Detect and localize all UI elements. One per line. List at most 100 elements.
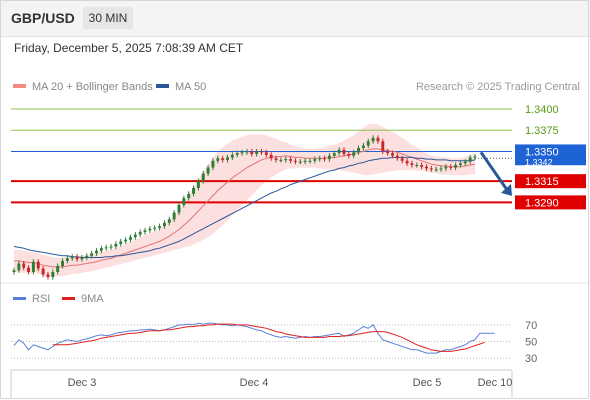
legend-ma20-label: MA 20 + Bollinger Bands [32, 81, 153, 93]
forecast-arrow-head [501, 183, 512, 196]
candle-body [36, 261, 40, 269]
candle-body [473, 156, 477, 158]
bollinger-band [14, 123, 475, 277]
x-tick-label: Dec 4 [240, 377, 269, 389]
candle-body [327, 155, 331, 160]
x-tick-label: Dec 10 [478, 377, 513, 389]
candle-body [167, 219, 171, 223]
candle-body [114, 243, 118, 247]
candle-body [17, 263, 21, 271]
candle-body [323, 158, 327, 160]
candle-body [187, 193, 191, 199]
candle-body [206, 167, 210, 174]
candle-body [235, 153, 239, 155]
candle-body [444, 166, 448, 169]
candle-body [99, 248, 103, 251]
candle-body [361, 145, 365, 149]
candle-body [153, 227, 157, 229]
candle-body [269, 154, 273, 159]
forecast-arrow-shaft [479, 151, 509, 191]
main-legend: MA 20 + Bollinger Bands MA 50 Research ©… [13, 81, 580, 93]
candle-body [298, 161, 302, 163]
candle-body [46, 274, 50, 278]
pivot-tag-label: 1.3350 [525, 146, 559, 158]
rsi-plot: 70 50 30 [11, 320, 537, 365]
candle-body [352, 152, 356, 156]
level-tag-1.3290 [515, 195, 586, 210]
candle-body [41, 268, 45, 275]
rsi-legend: RSI 9MA [13, 293, 104, 305]
candle-body [337, 149, 341, 154]
candle-body [250, 151, 254, 155]
candle-body [80, 257, 84, 260]
candle-body [51, 271, 55, 278]
candle-body [12, 270, 16, 272]
candle-body [158, 226, 162, 228]
candle-body [230, 154, 234, 158]
rsi-line [13, 322, 495, 354]
candle-body [410, 163, 414, 166]
x-tick-label: Dec 5 [413, 377, 442, 389]
pivot-tag [515, 144, 586, 158]
last-price-tag [515, 157, 586, 166]
candle-body [90, 253, 94, 256]
candle-body [129, 237, 132, 240]
candle-body [313, 159, 317, 161]
legend-rsi-label: RSI [32, 293, 50, 305]
candle-body [332, 153, 336, 156]
candle-body [133, 234, 137, 238]
candle-body [56, 266, 60, 272]
legend-ma50-swatch [156, 84, 169, 88]
last-price-label: 1.3342 [525, 157, 553, 167]
candle-body [425, 166, 428, 169]
candle-body [240, 152, 244, 154]
candle-body [148, 228, 152, 231]
candle-body [162, 222, 166, 227]
candle-body [138, 232, 142, 235]
candle-body [429, 168, 433, 170]
level-tag-1.3315 [515, 174, 586, 189]
legend-ma50-label: MA 50 [175, 81, 206, 93]
rsi-tick-30: 30 [525, 353, 537, 365]
candle-body [255, 151, 259, 155]
candle-body [468, 157, 472, 162]
rsi-tick-50: 50 [525, 337, 537, 349]
candle-body [439, 168, 443, 170]
candle-body [415, 165, 419, 167]
candle-body [395, 155, 399, 159]
level-label-1.3375: 1.3375 [525, 125, 559, 137]
candle-body [420, 165, 424, 167]
candle-body [342, 149, 346, 155]
interval-button[interactable]: 30 MIN [83, 7, 133, 29]
candle-body [391, 153, 394, 156]
candle-body [192, 187, 196, 194]
candle-body [196, 181, 200, 188]
candle-body [119, 241, 123, 244]
candle-body [371, 137, 375, 142]
symbol-title: GBP/USD [11, 10, 75, 26]
chart-datetime: Friday, December 5, 2025 7:08:39 AM CET [14, 41, 244, 55]
candle-body [70, 256, 74, 259]
candle-body [221, 158, 225, 160]
candle-body [211, 160, 215, 168]
legend-9ma-swatch [62, 297, 75, 300]
candle-body [454, 165, 458, 168]
candle-body [386, 151, 390, 154]
candle-body [279, 159, 283, 161]
candle-body [366, 141, 370, 146]
candle-body [463, 161, 467, 164]
candle-body [201, 173, 205, 182]
candle-body [226, 157, 229, 160]
candle-body [284, 159, 288, 161]
rsi-9ma-line [52, 323, 485, 352]
candle-body [357, 148, 360, 153]
candle-body [95, 250, 98, 254]
candle-body [143, 230, 147, 233]
candle-body [405, 160, 409, 164]
candle-body [61, 260, 64, 267]
candle-body [245, 151, 249, 153]
candle-body [318, 158, 322, 160]
candle-body [172, 212, 176, 220]
header-bar: GBP/USD 30 MIN [0, 0, 590, 37]
